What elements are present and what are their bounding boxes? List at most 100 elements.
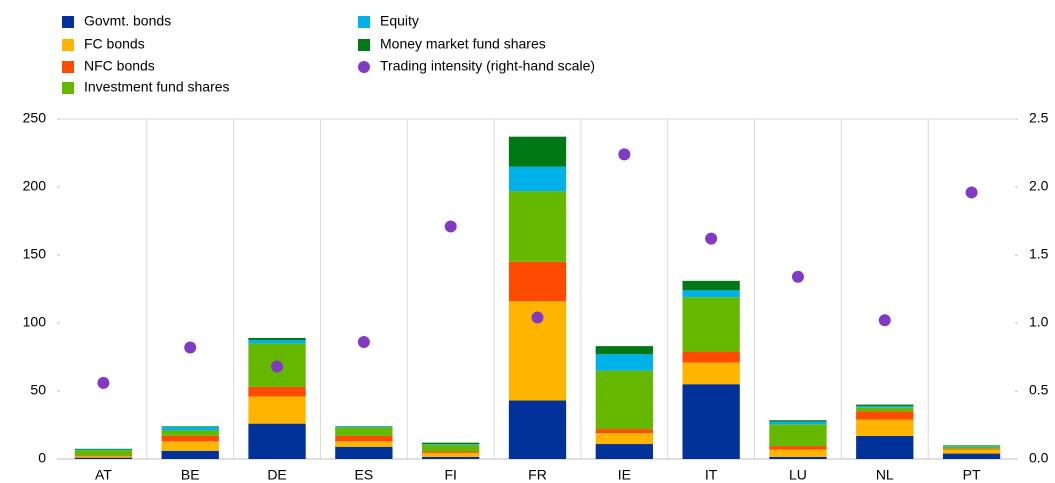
legend-marker — [358, 61, 370, 73]
y-tick-label: 200 — [23, 178, 47, 194]
trading-dot — [618, 148, 631, 161]
trading-dot — [705, 232, 718, 245]
y2-tick-label: 0.5 — [1029, 382, 1049, 398]
legend-label: Equity — [380, 13, 419, 29]
bar-segment — [942, 446, 1001, 449]
bar-segment — [161, 435, 219, 442]
bar-segment — [335, 446, 393, 459]
bar-segment — [682, 384, 740, 459]
bar-segment — [682, 280, 740, 291]
bar-segment — [248, 423, 306, 459]
bar-segment — [422, 452, 480, 457]
bar-segment — [682, 362, 740, 385]
legend-label: Trading intensity (right-hand scale) — [380, 58, 595, 74]
bar-segment — [508, 166, 567, 192]
bar-segment — [335, 441, 393, 447]
x-tick-label: DE — [267, 467, 286, 483]
legend-swatch — [62, 82, 74, 94]
x-tick-label: FR — [528, 467, 547, 483]
bar-segment — [595, 346, 653, 355]
bar-segment — [422, 451, 480, 453]
legend-label: Govmt. bonds — [84, 13, 171, 29]
y2-tick-label: 0.0 — [1029, 450, 1049, 466]
trading-dot — [878, 314, 891, 327]
bar-segment — [508, 191, 567, 262]
trading-dot — [531, 311, 544, 324]
trading-dot — [357, 336, 370, 349]
bar-segment — [335, 427, 393, 436]
x-tick-label: FI — [444, 467, 456, 483]
y2-tick-label: 2.5 — [1029, 110, 1049, 126]
bar-segment — [422, 442, 480, 445]
x-tick-label: IE — [618, 467, 631, 483]
y-tick-label: 150 — [23, 246, 47, 262]
y2-tick-label: 1.5 — [1029, 246, 1049, 262]
trading-dot — [965, 186, 978, 199]
legend-label: FC bonds — [84, 36, 145, 52]
y-tick-label: 100 — [23, 314, 47, 330]
bar-segment — [769, 424, 827, 447]
bar-segment — [248, 340, 306, 344]
bar-segment — [161, 430, 219, 436]
bar-segment — [769, 449, 827, 457]
y-tick-label: 250 — [23, 110, 47, 126]
bar-segment — [74, 457, 133, 459]
trading-dot — [444, 220, 457, 233]
bar-segment — [942, 453, 1001, 459]
bar-segment — [335, 435, 393, 442]
bar-segment — [248, 396, 306, 424]
bar-segment — [248, 337, 306, 340]
x-tick-label: AT — [95, 467, 112, 483]
x-tick-label: IT — [705, 467, 718, 483]
bar-segment — [856, 407, 914, 412]
bar-segment — [856, 411, 914, 420]
bar-segment — [74, 450, 133, 456]
y2-tick-label: 2.0 — [1029, 178, 1049, 194]
legend-swatch — [358, 16, 370, 28]
legend-swatch — [358, 39, 370, 51]
bar-segment — [856, 435, 914, 459]
x-tick-label: ES — [355, 467, 374, 483]
bar-segment — [422, 456, 480, 459]
legend-label: NFC bonds — [84, 58, 155, 74]
bar-segment — [508, 136, 567, 167]
bar-segment — [595, 354, 653, 371]
x-tick-label: BE — [181, 467, 200, 483]
bar-segment — [769, 446, 827, 450]
bar-segment — [769, 421, 827, 425]
bar-segment — [161, 441, 219, 451]
bar-segment — [595, 429, 653, 434]
bar-segment — [335, 427, 393, 428]
x-tick-label: LU — [789, 467, 807, 483]
legend-label: Investment fund shares — [84, 79, 230, 95]
bar-segment — [161, 426, 219, 428]
bar-segment — [74, 456, 133, 458]
trading-dot — [791, 270, 804, 283]
bar-segment — [161, 427, 219, 431]
bar-segment — [595, 370, 653, 430]
bar-segment — [161, 450, 219, 459]
bar-segment — [74, 449, 133, 451]
x-tick-label: NL — [876, 467, 894, 483]
bar-segment — [248, 386, 306, 397]
x-tick-label: PT — [963, 467, 981, 483]
legend-swatch — [62, 16, 74, 28]
bar-segment — [856, 405, 914, 408]
bar-segment — [769, 456, 827, 459]
legend-swatch — [62, 39, 74, 51]
bar-segment — [595, 444, 653, 459]
legend-label: Money market fund shares — [380, 36, 546, 52]
bar-segment — [682, 351, 740, 363]
y2-tick-label: 1.0 — [1029, 314, 1049, 330]
bar-segment — [682, 297, 740, 352]
bar-segment — [942, 448, 1001, 450]
trading-dot — [184, 341, 197, 354]
bar-segment — [508, 261, 567, 302]
trading-dot — [97, 376, 110, 389]
bar-segment — [942, 446, 1001, 447]
legend-swatch — [62, 61, 74, 73]
bar-segment — [335, 426, 393, 428]
bar-segment — [508, 400, 567, 459]
